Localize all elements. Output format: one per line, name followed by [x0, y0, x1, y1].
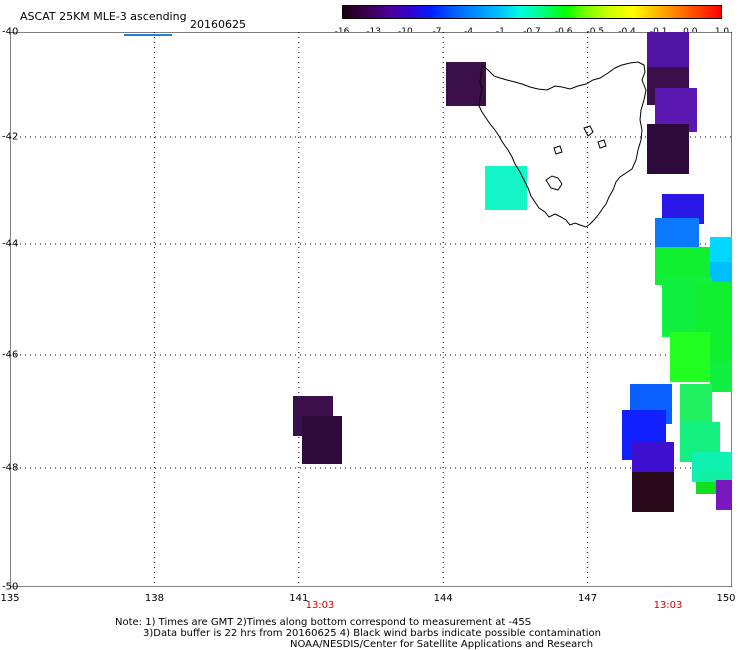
data-cell	[716, 480, 732, 510]
data-cell	[632, 472, 674, 512]
y-tick-label: -44	[2, 238, 19, 250]
data-cell	[446, 62, 486, 106]
data-cell	[632, 442, 674, 472]
y-tick-label: -40	[2, 26, 19, 38]
data-cell	[647, 124, 689, 174]
x-tick-label: 138	[144, 593, 164, 604]
note-line-2: 3)Data buffer is 22 hrs from 20160625 4)…	[143, 628, 601, 639]
data-cell	[696, 482, 716, 494]
data-cell	[647, 32, 689, 70]
y-tick-label: -42	[2, 131, 19, 143]
x-tick-label: 147	[578, 593, 598, 604]
x-tick-label: 144	[433, 593, 453, 604]
map-date: 20160625	[190, 18, 246, 31]
time-label-left: 13:03	[305, 600, 335, 611]
tasmania-coastline	[478, 61, 647, 228]
x-tick-label: 135	[0, 593, 20, 604]
note-line-1: Note: 1) Times are GMT 2)Times along bot…	[115, 617, 532, 628]
plot-frame	[10, 32, 732, 587]
island-coastline	[553, 145, 563, 155]
y-tick-label: -50	[2, 581, 19, 593]
island-coastline	[545, 175, 563, 191]
map-title: ASCAT 25KM MLE-3 ascending	[20, 10, 187, 23]
data-cell	[710, 362, 732, 392]
data-cells	[293, 32, 732, 512]
x-tick-label: 141	[289, 593, 309, 604]
data-cell	[680, 384, 712, 424]
time-label-right: 13:03	[653, 600, 683, 611]
island-coastline	[597, 139, 607, 149]
data-cell	[670, 332, 710, 382]
data-cell	[302, 416, 342, 464]
island-coastline	[583, 125, 594, 137]
y-tick-label: -48	[2, 462, 19, 474]
gridlines	[10, 32, 732, 587]
data-cell	[485, 166, 527, 210]
colorbar	[342, 5, 722, 19]
y-tick-label: -46	[2, 349, 19, 361]
note-line-3: NOAA/NESDIS/Center for Satellite Applica…	[290, 639, 594, 650]
x-tick-label: 150	[716, 593, 736, 604]
map-plot-area	[10, 32, 732, 587]
